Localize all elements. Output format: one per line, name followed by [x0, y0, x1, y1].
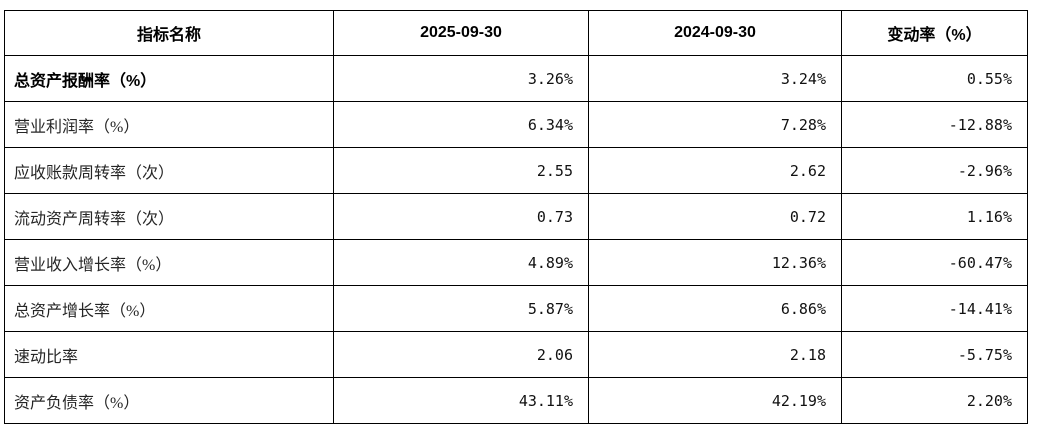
value-2024-cell: 12.36%	[588, 239, 842, 286]
value-2025-cell: 2.55	[333, 147, 589, 194]
table-row: 流动资产周转率（次） 0.73 0.72 1.16%	[4, 193, 1028, 240]
change-rate-cell: -14.41%	[841, 285, 1028, 332]
col-header-2024-09-30: 2024-09-30	[588, 10, 842, 56]
indicator-name-cell: 总资产报酬率（%）	[4, 55, 334, 102]
value-2025-cell: 0.73	[333, 193, 589, 240]
value-2024-cell: 42.19%	[588, 377, 842, 424]
value-2025-cell: 6.34%	[333, 101, 589, 148]
table-row: 总资产报酬率（%） 3.26% 3.24% 0.55%	[4, 55, 1028, 102]
value-2025-cell: 3.26%	[333, 55, 589, 102]
indicator-name-cell: 总资产增长率（%）	[4, 285, 334, 332]
change-rate-cell: 0.55%	[841, 55, 1028, 102]
table-row: 总资产增长率（%） 5.87% 6.86% -14.41%	[4, 285, 1028, 332]
change-rate-cell: 2.20%	[841, 377, 1028, 424]
value-2024-cell: 2.62	[588, 147, 842, 194]
change-rate-cell: -60.47%	[841, 239, 1028, 286]
value-2024-cell: 6.86%	[588, 285, 842, 332]
change-rate-cell: -5.75%	[841, 331, 1028, 378]
value-2025-cell: 43.11%	[333, 377, 589, 424]
table-row: 速动比率 2.06 2.18 -5.75%	[4, 331, 1028, 378]
value-2024-cell: 3.24%	[588, 55, 842, 102]
change-rate-cell: -12.88%	[841, 101, 1028, 148]
value-2025-cell: 2.06	[333, 331, 589, 378]
indicator-name-cell: 速动比率	[4, 331, 334, 378]
table-row: 营业利润率（%） 6.34% 7.28% -12.88%	[4, 101, 1028, 148]
col-header-2025-09-30: 2025-09-30	[333, 10, 589, 56]
col-header-indicator-name: 指标名称	[4, 10, 334, 56]
table-row: 营业收入增长率（%） 4.89% 12.36% -60.47%	[4, 239, 1028, 286]
table-header-row: 指标名称 2025-09-30 2024-09-30 变动率（%）	[4, 10, 1028, 56]
table-row: 应收账款周转率（次） 2.55 2.62 -2.96%	[4, 147, 1028, 194]
table-body: 总资产报酬率（%） 3.26% 3.24% 0.55% 营业利润率（%） 6.3…	[4, 55, 1028, 424]
indicator-name-cell: 流动资产周转率（次）	[4, 193, 334, 240]
value-2024-cell: 2.18	[588, 331, 842, 378]
financial-indicators-table: 指标名称 2025-09-30 2024-09-30 变动率（%） 总资产报酬率…	[4, 10, 1028, 424]
table-row: 资产负债率（%） 43.11% 42.19% 2.20%	[4, 377, 1028, 424]
indicator-name-cell: 资产负债率（%）	[4, 377, 334, 424]
value-2025-cell: 4.89%	[333, 239, 589, 286]
col-header-change-rate: 变动率（%）	[841, 10, 1028, 56]
indicator-name-cell: 营业利润率（%）	[4, 101, 334, 148]
value-2024-cell: 7.28%	[588, 101, 842, 148]
change-rate-cell: -2.96%	[841, 147, 1028, 194]
value-2025-cell: 5.87%	[333, 285, 589, 332]
indicator-name-cell: 应收账款周转率（次）	[4, 147, 334, 194]
value-2024-cell: 0.72	[588, 193, 842, 240]
indicator-name-cell: 营业收入增长率（%）	[4, 239, 334, 286]
change-rate-cell: 1.16%	[841, 193, 1028, 240]
